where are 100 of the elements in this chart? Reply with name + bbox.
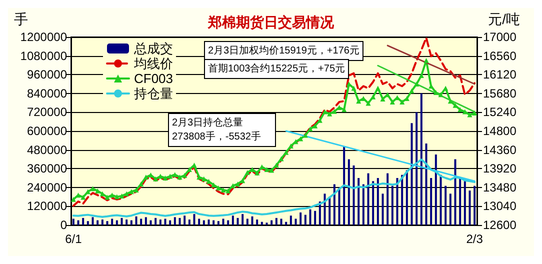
bar: [232, 216, 234, 225]
y2-tick-label: 14800: [483, 124, 517, 138]
y2-tick-label: 13920: [483, 162, 517, 176]
bar: [401, 174, 404, 225]
bar: [111, 218, 114, 225]
bar: [246, 218, 248, 225]
x-tick-label: 6/1: [65, 232, 82, 246]
y-tick-label: 120000: [26, 199, 68, 214]
bar: [294, 218, 297, 225]
bar: [440, 174, 442, 225]
bar: [227, 220, 230, 225]
bar: [130, 220, 132, 225]
bar: [212, 220, 215, 225]
bar: [126, 220, 128, 225]
bar: [324, 194, 326, 225]
bar: [430, 178, 432, 225]
bar: [309, 209, 312, 225]
bar: [217, 221, 220, 225]
y-tick-label: 1080000: [20, 48, 68, 63]
legend-label: 均线价: [133, 56, 173, 71]
bar: [96, 220, 99, 225]
bar: [285, 222, 288, 225]
bar: [256, 220, 258, 225]
bar: [434, 154, 437, 225]
bar: [333, 184, 336, 225]
bar: [396, 178, 398, 225]
bar: [178, 218, 181, 225]
bar: [260, 222, 263, 225]
y2-tick-label: 17000: [483, 30, 517, 44]
bar: [188, 220, 190, 225]
bar: [318, 202, 321, 225]
x-tick-label: 2/3: [466, 232, 484, 246]
bar: [140, 218, 142, 225]
bar: [193, 214, 196, 225]
bar: [208, 220, 210, 225]
bar: [449, 194, 452, 225]
bar: [382, 194, 384, 225]
bar: [169, 220, 172, 225]
bar: [154, 218, 157, 225]
bar: [164, 218, 166, 225]
y2-tick-label: 16560: [483, 48, 517, 63]
bar: [386, 173, 389, 225]
bar: [468, 190, 471, 225]
y2-tick-label: 15240: [483, 105, 517, 120]
bar: [338, 187, 340, 225]
y-tick-label: 240000: [26, 180, 68, 194]
bar: [328, 196, 331, 225]
bar: [362, 184, 364, 225]
bar: [86, 221, 89, 225]
annotation: 2月3日持仓总量273808手，-5532手: [172, 116, 261, 142]
bar: [391, 186, 394, 225]
bar: [348, 159, 350, 225]
bar: [410, 123, 413, 225]
bar: [420, 93, 422, 225]
y-tick-label: 840000: [26, 86, 68, 100]
bar: [236, 218, 239, 225]
bar: [120, 218, 123, 225]
y-tick-label: 960000: [26, 68, 68, 82]
bar: [242, 214, 244, 225]
legend-label: 总成交: [133, 41, 173, 56]
bar: [116, 220, 118, 225]
bar: [300, 212, 302, 225]
bar: [159, 220, 162, 225]
y2-tick-label: 13040: [483, 199, 517, 214]
bar: [82, 218, 84, 225]
bar: [358, 178, 360, 225]
y-tick-label: 360000: [26, 162, 68, 176]
bar: [474, 186, 476, 225]
legend-label: 持仓量: [134, 86, 173, 101]
bar: [416, 112, 418, 225]
bar: [314, 210, 316, 225]
bar: [464, 181, 466, 225]
bar: [444, 186, 447, 225]
bar: [367, 173, 370, 225]
bar: [352, 165, 355, 225]
bar: [376, 178, 379, 225]
y-tick-label: 600000: [26, 124, 68, 138]
y2-tick-label: 16120: [483, 68, 517, 82]
y2-tick-label: 15680: [483, 86, 517, 100]
bar: [270, 220, 273, 225]
bar: [150, 220, 152, 225]
y-tick-label: 1200000: [20, 30, 68, 44]
bar: [135, 216, 138, 225]
bar: [280, 218, 282, 225]
legend-label: CF003: [134, 71, 174, 86]
bar: [77, 220, 80, 225]
bar: [372, 181, 374, 225]
bar: [202, 220, 205, 225]
y-tick-label: 480000: [26, 142, 68, 157]
bar: [454, 159, 456, 225]
bar: [251, 216, 254, 225]
annotation: 2月3日加权均价15919元，+176元: [208, 44, 360, 56]
bar: [101, 220, 104, 225]
bar: [222, 218, 224, 225]
bar: [72, 218, 74, 225]
bar: [174, 217, 176, 225]
y2-tick-label: 14360: [483, 142, 517, 157]
bar: [406, 170, 408, 225]
bar: [184, 216, 186, 225]
y-tick-label: 720000: [26, 105, 68, 120]
